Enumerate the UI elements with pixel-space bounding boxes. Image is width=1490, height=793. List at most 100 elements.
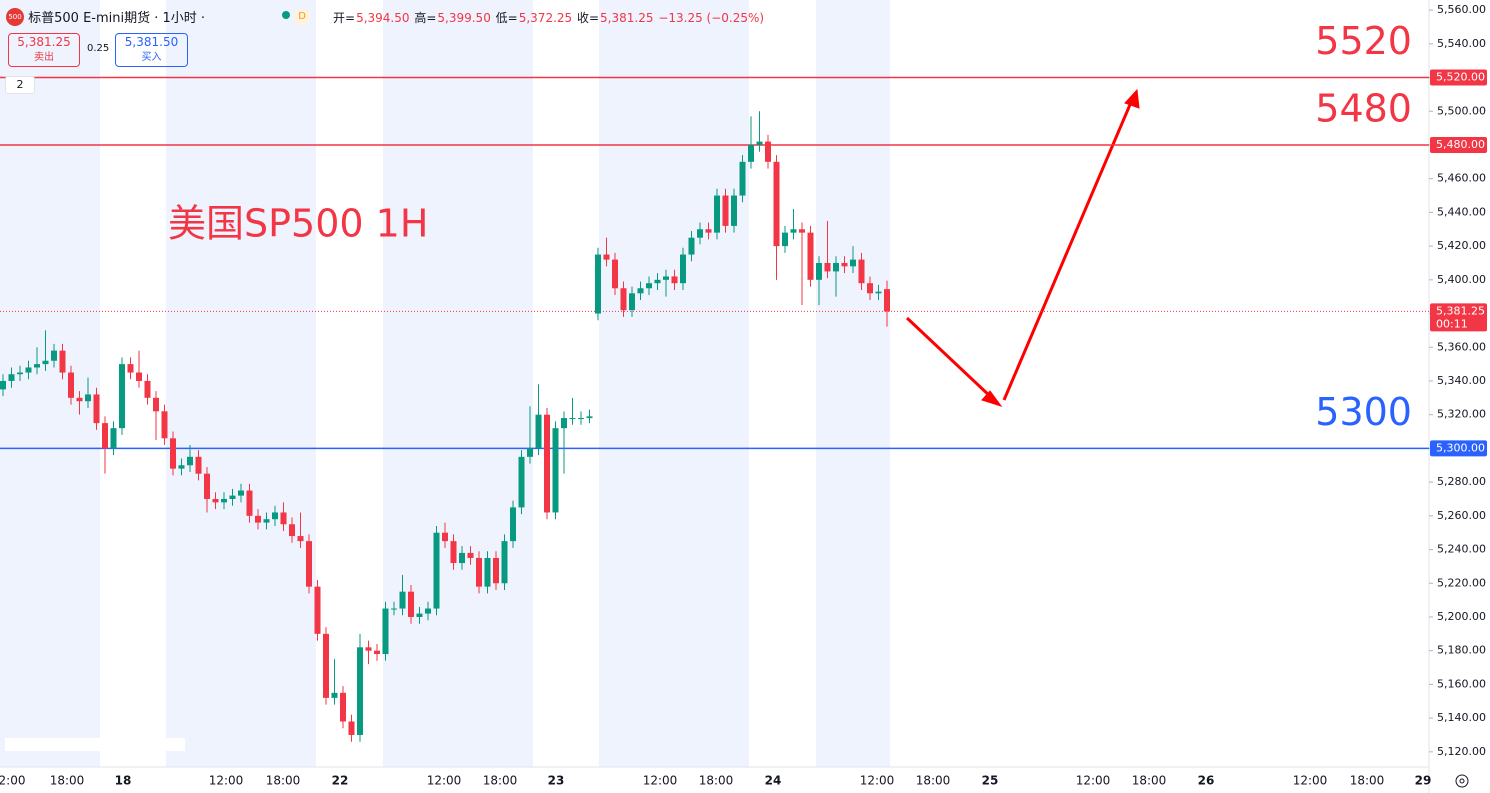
candle-body [263,519,270,523]
countdown: 00:11 [1436,317,1468,330]
ohlc-key: 高= [414,11,437,25]
buy-price[interactable]: 5,381.50 [124,35,179,49]
candle-body [705,229,712,233]
candle-body [382,608,389,655]
x-tick-label: 26 [1198,774,1215,788]
candle-body [144,380,151,398]
candle-body [102,423,108,449]
level-tag-label: 5,520.00 [1436,71,1485,84]
candle-body [374,650,380,655]
candle-body [68,372,74,398]
x-tick-label: 18 [115,774,132,788]
last-price-tag [1430,303,1487,332]
ohlc-change: −13.25 (−0.25%) [658,11,765,25]
candle-body [212,498,219,503]
level-tag-label: 5,480.00 [1436,138,1485,151]
candle-body [544,414,550,513]
candle-body [527,448,533,457]
symbol-title[interactable]: 标普500 E-mini期货 · 1小时 · [28,11,206,26]
candle-body [688,237,695,255]
y-tick-label: 5,220.00 [1437,576,1486,589]
x-tick-label: 18:00 [50,774,85,788]
x-tick-label: 12:00 [860,774,895,788]
level-tag [1430,69,1487,86]
candle-body [442,532,448,542]
candle-body [59,350,66,373]
buy-label[interactable]: 买入 [141,52,162,63]
candle-body [340,692,346,722]
buy-button[interactable]: 5,381.50 买入 [115,33,188,67]
candle-body [697,229,703,238]
symbol-badge: 500 [6,7,24,26]
level-tag-label: 5,300.00 [1436,441,1485,454]
gear-center[interactable] [1459,778,1465,784]
ohlc-value: 5,372.25 [518,11,573,25]
candle-body [569,418,576,420]
y-tick-label: 5,260.00 [1437,509,1486,522]
candle-body [85,394,91,402]
y-tick-label: 5,200.00 [1437,610,1486,623]
candle-body [416,613,423,617]
arrow-line [1002,99,1134,401]
settings-icon[interactable] [1455,774,1469,788]
session-band [0,0,100,767]
x-tick-label: 23 [548,774,565,788]
candle-body [765,141,771,162]
y-tick-label: 5,360.00 [1437,340,1486,353]
x-tick-label: 18:00 [916,774,951,788]
x-tick-label: 22 [332,774,349,788]
mask [5,738,185,751]
x-tick-label: 24 [765,774,782,788]
candle-body [816,262,822,280]
candle-body [195,456,202,474]
candle-body [714,195,720,233]
candle-body [884,289,890,312]
candle-body [357,647,363,735]
header: 500 标普500 E-mini期货 · 1小时 · [6,7,205,26]
candle-body [833,262,839,272]
x-tick-label: 12:00 [1076,774,1111,788]
level-tag [1430,136,1487,153]
candle-body [484,557,491,587]
candle-body [518,456,525,508]
ohlc-value: 5,399.50 [437,11,491,25]
level-label: 5300 [1315,390,1412,434]
x-tick-label: 12:00 [209,774,244,788]
candle-body [875,291,882,294]
candle-body [178,465,185,469]
candle-body [620,288,627,311]
session-band [816,0,890,767]
arrow-line [905,316,994,400]
candle-body [773,161,780,247]
x-tick-label: 25 [982,774,999,788]
candle-body [646,283,652,289]
gear[interactable] [1455,774,1469,788]
candle-body [799,229,805,233]
ohlc-key: 低= [495,11,518,25]
candle-body [391,608,397,610]
candle-body [612,259,618,289]
candle-body [348,721,355,735]
y-tick-label: 5,180.00 [1437,644,1486,657]
candle-body [858,259,865,284]
candle-body [306,541,312,587]
y-tick-label: 5,420.00 [1437,239,1486,252]
candle-body [459,552,465,564]
x-tick-label: 18:00 [483,774,518,788]
session-band [599,0,749,767]
sell-label[interactable]: 卖出 [34,52,54,63]
candle-body [671,276,678,284]
candle-body [76,397,83,402]
sell-price[interactable]: 5,381.25 [17,35,71,49]
y-tick-label: 5,440.00 [1437,205,1486,218]
candle-body [782,232,788,247]
y-tick-label: 5,560.00 [1437,3,1486,16]
candle-body [161,411,168,439]
indicator-toggle[interactable]: 2 [5,76,35,94]
sell-button[interactable]: 5,381.25 卖出 [8,33,80,67]
status: D [282,8,311,25]
candle-body [722,195,729,226]
candle-body [731,195,737,226]
y-tick-label: 5,160.00 [1437,677,1486,690]
